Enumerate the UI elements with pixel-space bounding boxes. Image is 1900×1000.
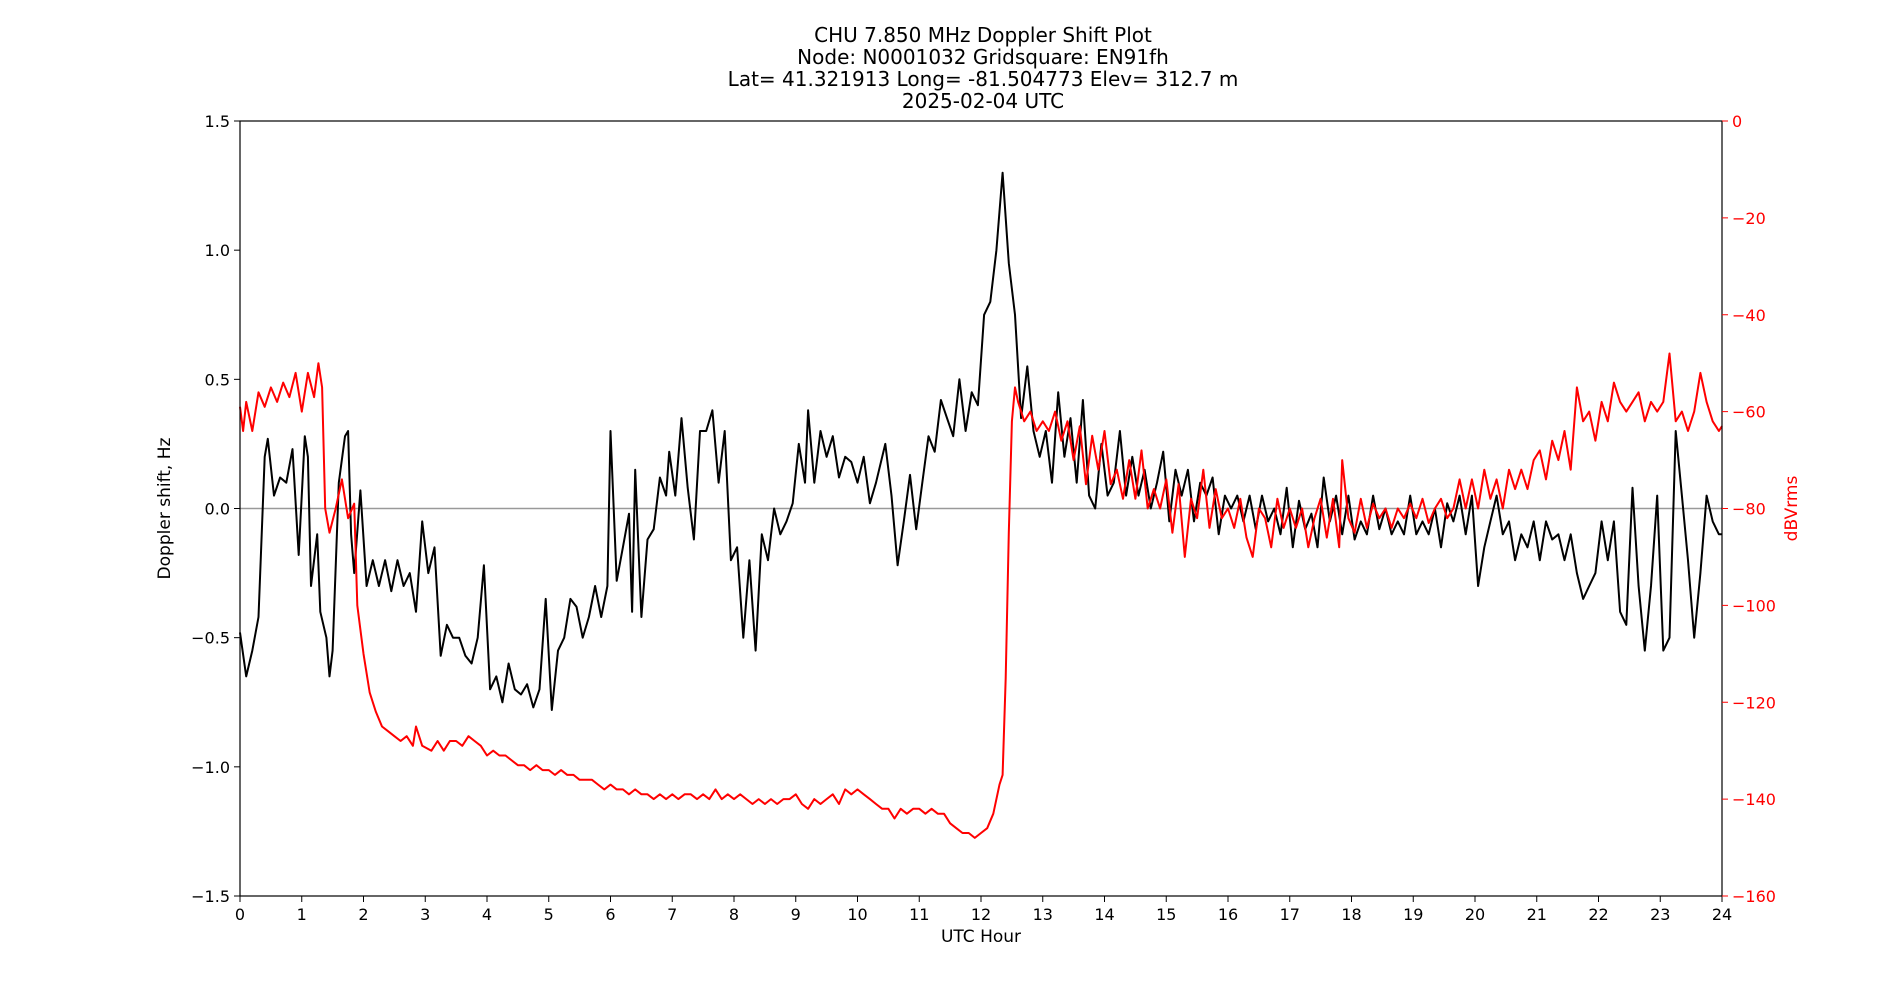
left-axis-ticks: 1.5 1.0 0.5 0.0 −0.5 −1.0 −1.5 xyxy=(191,112,240,906)
x-tick-label: 11 xyxy=(909,905,929,924)
x-tick-label: 19 xyxy=(1403,905,1423,924)
x-tick-label: 7 xyxy=(667,905,677,924)
left-tick-label: −1.0 xyxy=(191,758,230,777)
x-tick-label: 12 xyxy=(971,905,991,924)
x-tick-label: 15 xyxy=(1156,905,1176,924)
x-tick-label: 8 xyxy=(729,905,739,924)
chart-title: CHU 7.850 MHz Doppler Shift Plot xyxy=(814,23,1152,47)
x-tick-label: 6 xyxy=(605,905,615,924)
x-tick-label: 1 xyxy=(297,905,307,924)
x-tick-label: 13 xyxy=(1033,905,1053,924)
doppler-series-line xyxy=(239,171,1722,711)
x-tick-label: 22 xyxy=(1588,905,1608,924)
x-tick-label: 3 xyxy=(420,905,430,924)
x-axis-label: UTC Hour xyxy=(941,927,1021,947)
left-tick-label: 1.5 xyxy=(205,112,230,131)
x-tick-label: 24 xyxy=(1712,905,1732,924)
x-tick-label: 17 xyxy=(1280,905,1300,924)
chart-subtitle-node: Node: N0001032 Gridsquare: EN91fh xyxy=(797,45,1169,69)
right-tick-label: −60 xyxy=(1732,403,1766,422)
x-tick-label: 16 xyxy=(1218,905,1238,924)
x-axis-ticks: 0 1 2 3 4 5 6 7 8 9 10 11 12 13 14 15 16 17 18 19 20 21 22 23 24 xyxy=(235,896,1732,924)
left-tick-label: 0.5 xyxy=(205,370,230,389)
x-tick-label: 14 xyxy=(1094,905,1114,924)
right-tick-label: 0 xyxy=(1732,112,1742,131)
right-tick-label: −140 xyxy=(1732,790,1776,809)
power-series-line xyxy=(239,352,1723,839)
left-axis-label: Doppler shift, Hz xyxy=(155,437,175,579)
series-layer xyxy=(239,171,1723,839)
x-tick-label: 23 xyxy=(1650,905,1670,924)
left-tick-label: 1.0 xyxy=(205,241,230,260)
x-tick-label: 9 xyxy=(791,905,801,924)
left-tick-label: −1.5 xyxy=(191,887,230,906)
x-tick-label: 0 xyxy=(235,905,245,924)
x-tick-label: 20 xyxy=(1465,905,1485,924)
left-tick-label: −0.5 xyxy=(191,629,230,648)
right-tick-label: −40 xyxy=(1732,306,1766,325)
right-tick-label: −120 xyxy=(1732,693,1776,712)
x-tick-label: 10 xyxy=(847,905,867,924)
right-axis-ticks: 0 −20 −40 −60 −80 −100 −120 −140 −160 xyxy=(1722,112,1776,906)
right-tick-label: −20 xyxy=(1732,209,1766,228)
x-tick-label: 2 xyxy=(358,905,368,924)
x-tick-label: 21 xyxy=(1527,905,1547,924)
right-tick-label: −160 xyxy=(1732,887,1776,906)
right-axis-label: dBVrms xyxy=(1782,476,1802,542)
right-tick-label: −80 xyxy=(1732,500,1766,519)
x-tick-label: 4 xyxy=(482,905,492,924)
chart-subtitle-location: Lat= 41.321913 Long= -81.504773 Elev= 31… xyxy=(728,67,1239,91)
left-tick-label: 0.0 xyxy=(205,500,230,519)
x-tick-label: 5 xyxy=(544,905,554,924)
chart-subtitle-date: 2025-02-04 UTC xyxy=(902,89,1064,113)
right-tick-label: −100 xyxy=(1732,596,1776,615)
x-tick-label: 18 xyxy=(1341,905,1361,924)
